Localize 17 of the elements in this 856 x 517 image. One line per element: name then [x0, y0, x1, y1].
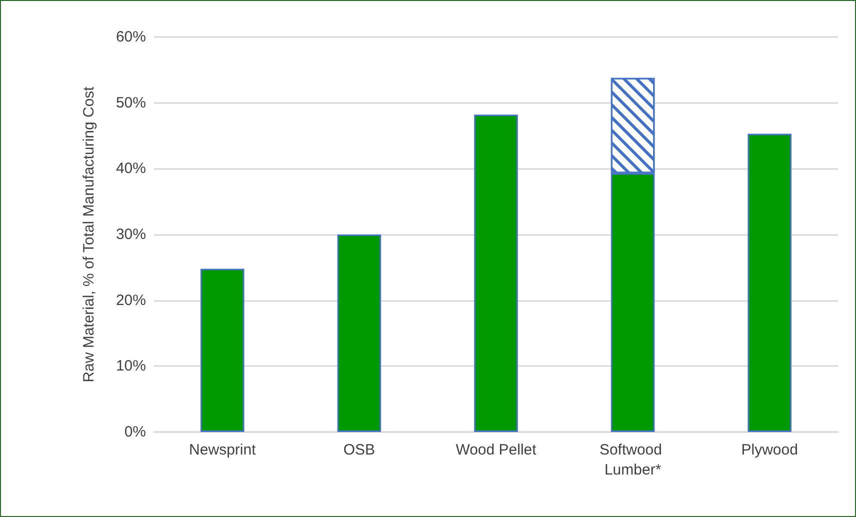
y-tick-label: 30% — [116, 226, 146, 243]
x-tick-label: Wood Pellet — [456, 442, 538, 458]
y-tick-label: 50% — [116, 94, 146, 112]
y-tick-label: 10% — [116, 358, 146, 375]
y-tick-label: 60% — [116, 28, 146, 46]
y-axis-title: Raw Material, % of Total Manufacturing Cost — [80, 86, 98, 382]
y-tick-label: 0% — [124, 424, 146, 440]
y-tick-label: 40% — [116, 160, 146, 178]
x-tick-label: Plywood — [741, 442, 798, 458]
bar — [200, 268, 244, 432]
x-tick-label: OSB — [343, 442, 376, 458]
x-tick-label: Softwood Lumber* — [599, 442, 666, 478]
y-tick-label: 20% — [116, 292, 146, 309]
bar — [474, 114, 518, 432]
x-tick-label: Newsprint — [189, 442, 257, 458]
bar — [337, 234, 382, 432]
bar — [748, 134, 792, 432]
